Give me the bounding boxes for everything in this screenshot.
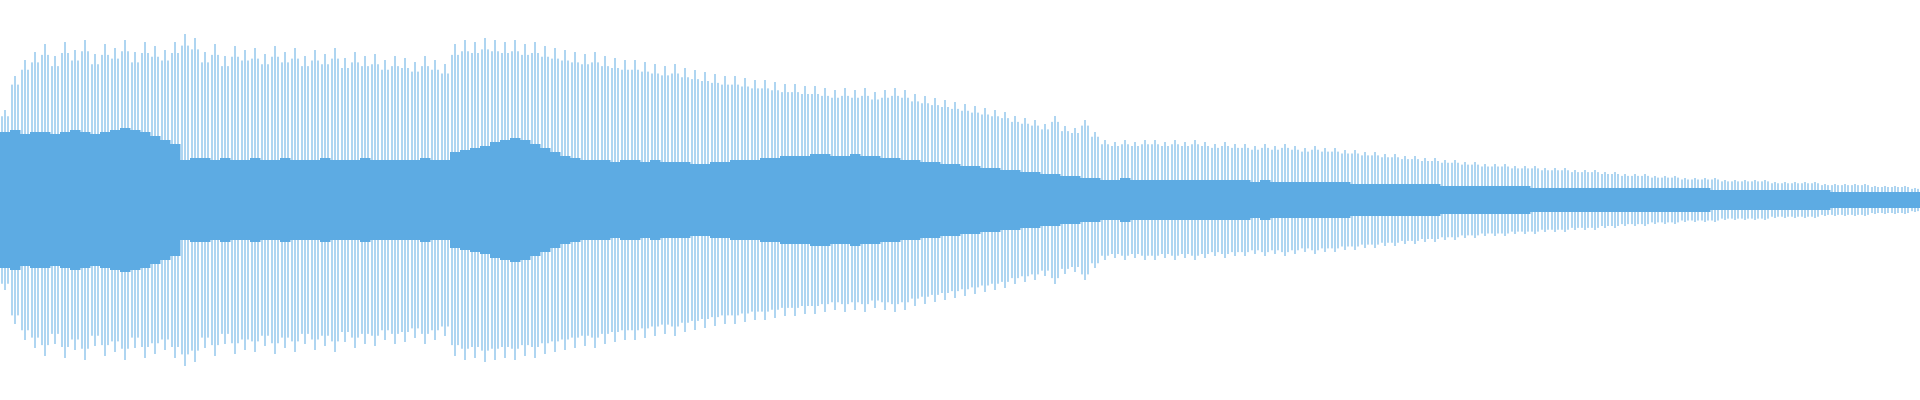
page: {"chart_data": {"type": "waveform", "yli… [0,34,1920,366]
waveform [0,34,1920,366]
